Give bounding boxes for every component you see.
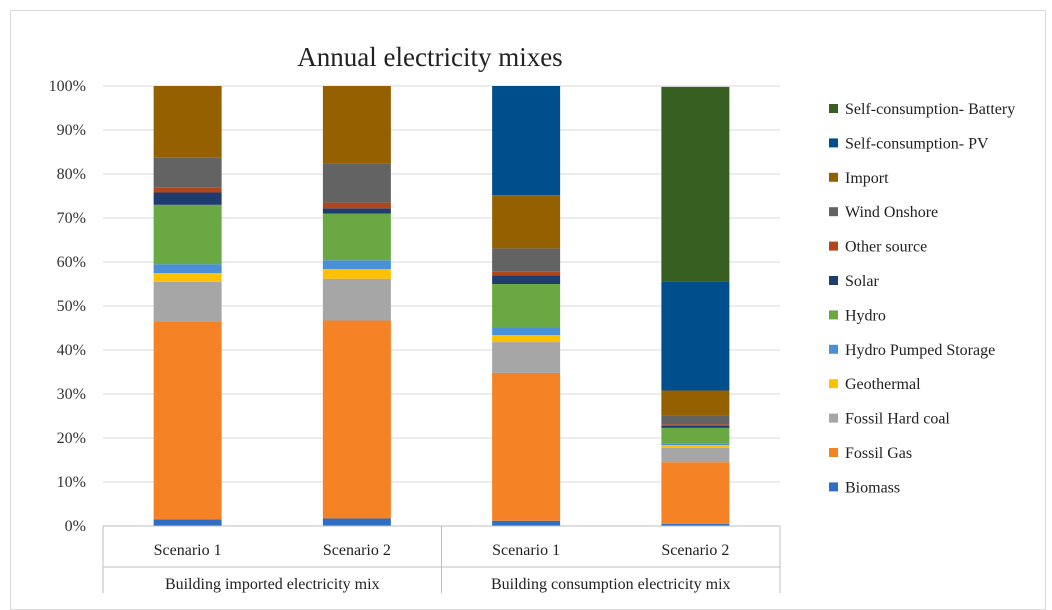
bar-segment: [661, 390, 730, 416]
bar-segment: [661, 447, 730, 463]
y-tick-label: 30%: [57, 386, 86, 403]
bar-segment: [322, 213, 391, 261]
legend-label: Self-consumption- Battery: [845, 101, 1015, 118]
bar-segment: [492, 328, 561, 336]
legend-label: Fossil Hard coal: [845, 411, 950, 428]
bar-segment: [661, 462, 730, 524]
bar-segment: [322, 320, 391, 519]
y-tick-label: 60%: [57, 254, 86, 271]
legend-swatch: [829, 207, 838, 217]
bar-segment: [153, 204, 222, 265]
y-tick-label: 40%: [57, 342, 86, 359]
bar-segment: [492, 248, 561, 272]
legend: Self-consumption- Battery Self-consumptio…: [829, 101, 1015, 496]
bar-segment: [661, 445, 730, 448]
bar-segment: [492, 342, 561, 373]
bar-segment: [322, 518, 391, 526]
bar-segment: [492, 520, 561, 526]
bar-segment: [153, 264, 222, 273]
y-tick-label: 90%: [57, 122, 86, 139]
bar-segment: [153, 187, 222, 193]
legend-swatch: [829, 138, 838, 148]
legend-swatch: [829, 413, 838, 423]
x-tick-label: Scenario 1: [154, 542, 222, 559]
bar-segment: [492, 275, 561, 284]
bar-segment: [492, 372, 561, 521]
group-label: Building consumption electricity mix: [491, 576, 731, 593]
legend-swatch: [829, 379, 838, 389]
legend-label: Wind Onshore: [845, 204, 938, 221]
y-tick-label: 10%: [57, 474, 86, 491]
legend-swatch: [829, 344, 838, 354]
legend-label: Biomass: [845, 479, 900, 496]
bar-segment: [322, 260, 391, 270]
legend-label: Other source: [845, 239, 927, 256]
bar-segment: [492, 284, 561, 328]
bar-segment: [661, 427, 730, 444]
y-tick-label: 100%: [49, 78, 86, 95]
group-label: Building imported electricity mix: [165, 576, 380, 593]
legend-swatch: [829, 482, 838, 492]
y-tick-label: 50%: [57, 298, 86, 315]
bar-segment: [492, 271, 561, 276]
legend-swatch: [829, 276, 838, 285]
bar-segment: [322, 202, 391, 209]
bar-segment: [322, 163, 391, 203]
legend-swatch: [829, 172, 838, 182]
bar-segment: [153, 321, 222, 520]
legend-swatch: [829, 104, 838, 113]
legend-label: Geothermal: [845, 376, 921, 393]
bar-segment: [153, 273, 222, 282]
bar-segment: [661, 281, 730, 391]
bar-segment: [322, 269, 391, 279]
bar-segment: [153, 519, 222, 526]
bar-segment: [661, 425, 730, 428]
legend-label: Fossil Gas: [845, 445, 912, 462]
y-tick-label: 20%: [57, 430, 86, 447]
bar-segment: [661, 523, 730, 526]
bar-segment: [322, 208, 391, 214]
legend-label: Hydro: [845, 307, 886, 324]
bar-segment: [322, 278, 391, 321]
legend-label: Import: [845, 170, 889, 187]
bars: [153, 86, 730, 526]
chart-title: Annual electricity mixes: [297, 42, 562, 72]
axes: 0% 10% 20% 30% 40% 50% 60% 70% 80% 90% 100% Scenari…: [49, 78, 781, 593]
bar-segment: [153, 86, 222, 158]
legend-swatch: [829, 448, 838, 457]
y-tick-label: 70%: [57, 210, 86, 227]
x-tick-label: Scenario 1: [492, 542, 560, 559]
bar-segment: [492, 195, 561, 249]
stacked-bar-chart: Annual electricity mixes 0% 10% 20% 30% 40% 5…: [49, 42, 1015, 593]
bar-segment: [153, 192, 222, 205]
legend-label: Solar: [845, 273, 879, 290]
x-tick-label: Scenario 2: [323, 542, 391, 559]
bar-segment: [661, 424, 730, 426]
y-tick-label: 80%: [57, 166, 86, 183]
legend-label: Hydro Pumped Storage: [845, 342, 995, 359]
x-tick-label: Scenario 2: [661, 542, 729, 559]
bar-segment: [322, 86, 391, 164]
bar-segment: [661, 415, 730, 425]
bar-segment: [661, 443, 730, 446]
bar-segment: [661, 86, 730, 282]
y-tick-label: 0%: [65, 518, 86, 535]
bar-segment: [153, 157, 222, 188]
legend-label: Self-consumption- PV: [845, 135, 989, 152]
legend-swatch: [829, 310, 838, 320]
bar-segment: [492, 335, 561, 343]
bar-segment: [153, 281, 222, 322]
bar-segment: [492, 86, 561, 196]
legend-swatch: [829, 241, 838, 251]
